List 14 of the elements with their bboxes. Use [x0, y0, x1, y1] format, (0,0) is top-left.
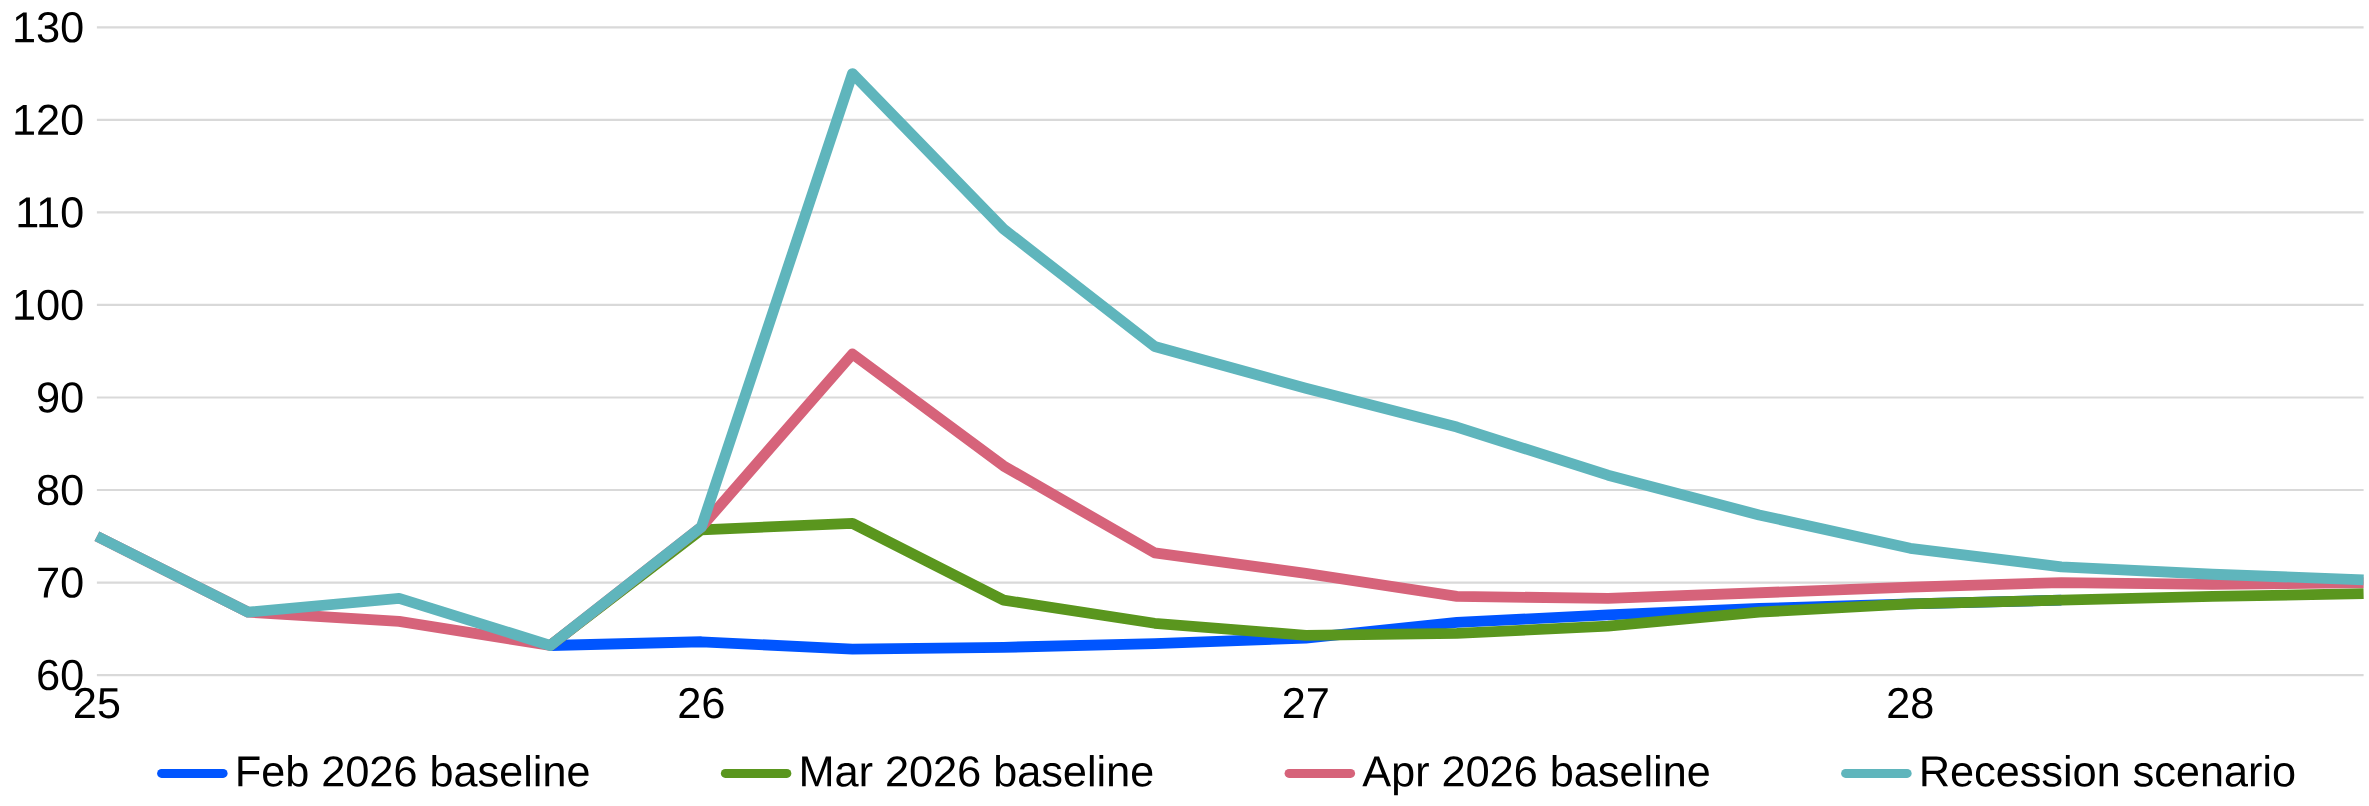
- legend-label: Feb 2026 baseline: [238, 754, 589, 787]
- x-tick-label: 28: [1888, 687, 1933, 719]
- y-tick-label: 110: [18, 197, 83, 228]
- x-tick-label: 27: [1283, 687, 1328, 718]
- y-tick-label: 70: [38, 567, 83, 598]
- y-tick-label: 80: [37, 474, 83, 506]
- y-tick-label: 90: [38, 382, 83, 413]
- y-tick-label: 130: [15, 11, 83, 43]
- y-tick-label: 100: [15, 289, 83, 321]
- legend-label: Mar 2026 baseline: [802, 754, 1153, 787]
- y-tick-label: 120: [15, 104, 83, 136]
- legend-label: Recession scenario: [1922, 754, 2295, 787]
- x-tick-label: 26: [679, 687, 724, 719]
- legend-label: Apr 2026 baseline: [1362, 754, 1709, 796]
